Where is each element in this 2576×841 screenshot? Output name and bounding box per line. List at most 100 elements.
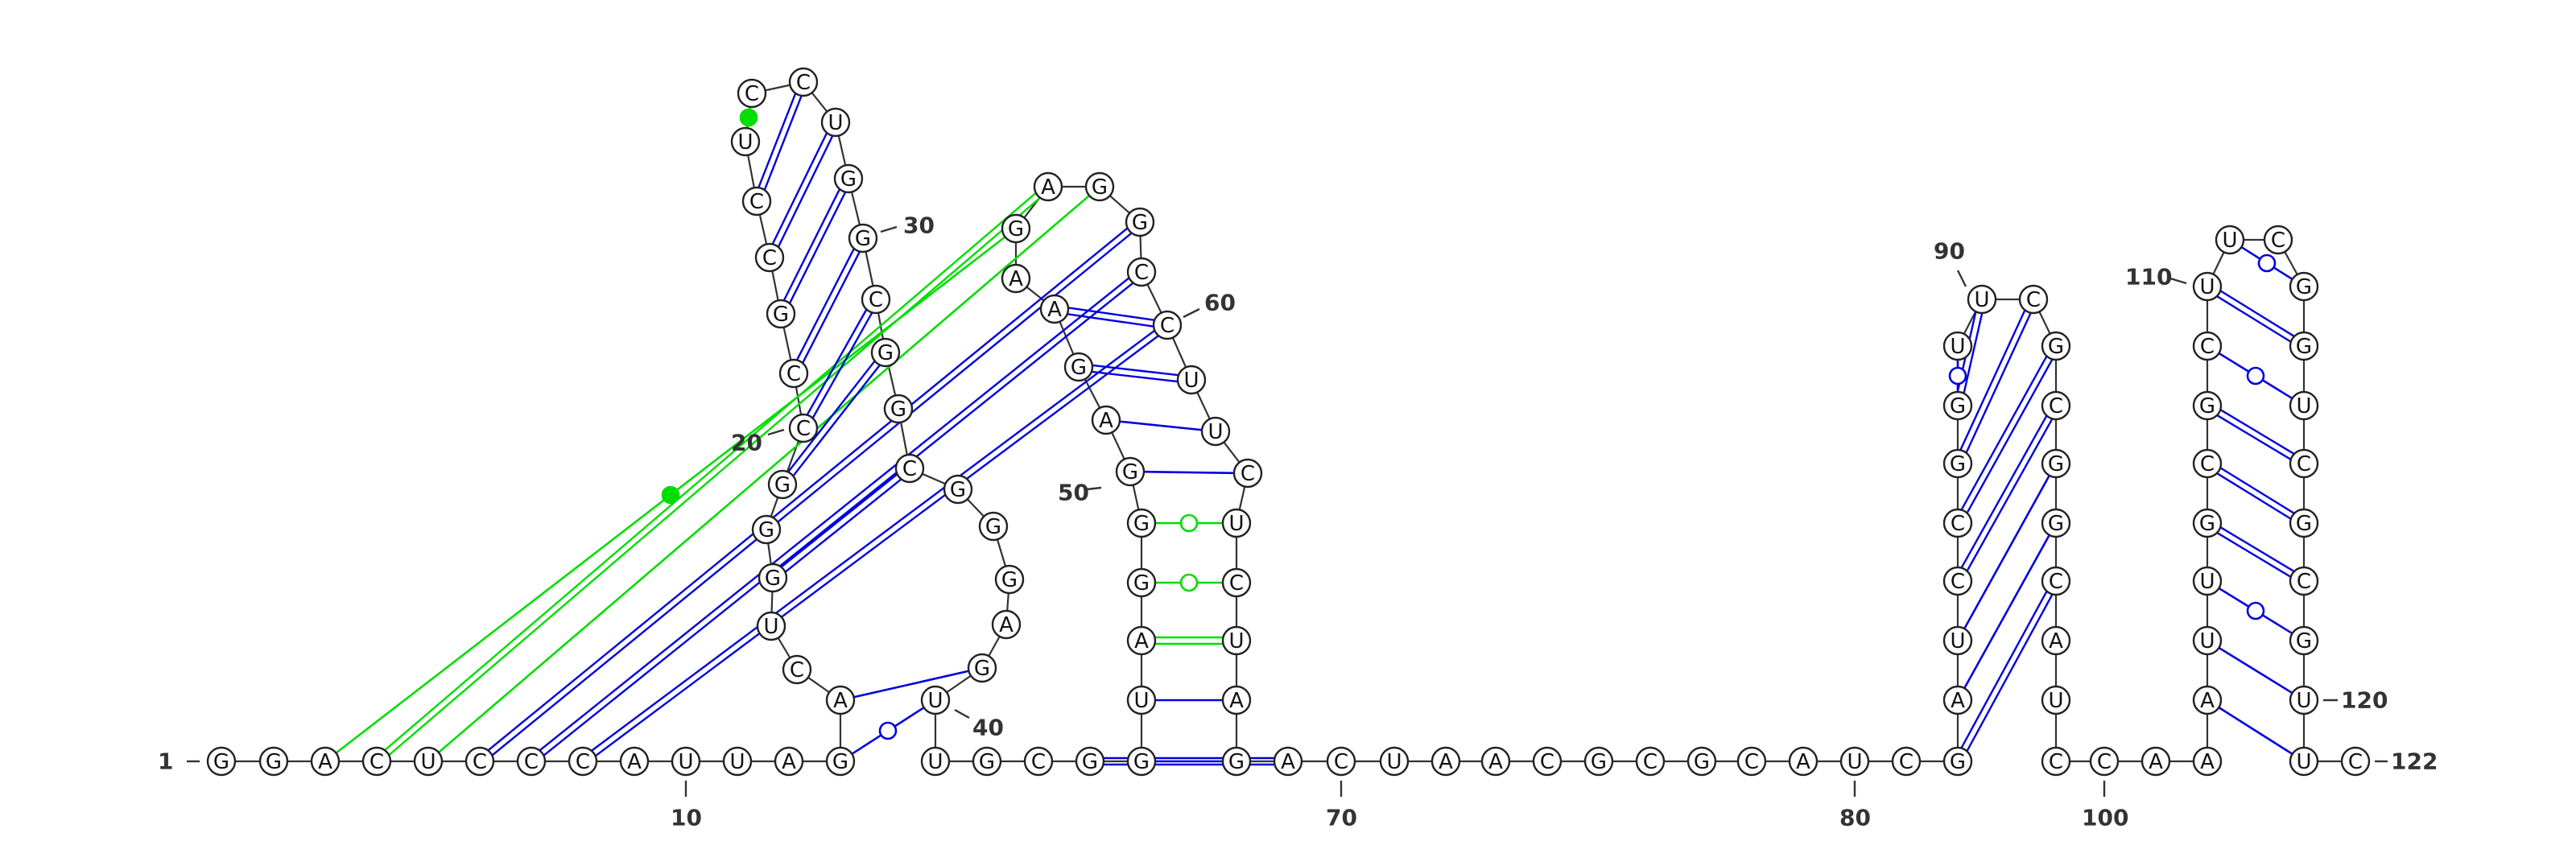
nucleotide-circle: [1839, 746, 1870, 777]
nucleotide-base-label: G: [1132, 211, 1148, 235]
nucleotide-circle: [2192, 508, 2223, 538]
nucleotide-84: U: [1942, 625, 1973, 656]
nucleotide-circle: [1635, 746, 1666, 777]
nucleotide-circle: [310, 746, 341, 777]
nucleotide-base-label: G: [2048, 452, 2064, 476]
nucleotide-circle: [894, 453, 925, 484]
nucleotide-base-label: A: [1281, 750, 1295, 774]
nucleotide-base-label: C: [2049, 570, 2063, 594]
nucleotide-circle: [848, 223, 878, 254]
nucleotide-circle: [782, 654, 812, 685]
pair-marker-open: [878, 721, 898, 740]
nucleotide-circle: [870, 337, 901, 368]
base-pair-108-116: [2220, 409, 2295, 455]
nucleotide-79: A: [1788, 746, 1818, 777]
nucleotide-68: G: [1221, 746, 1252, 777]
base-pair-86-92: [1960, 356, 2048, 510]
nucleotide-base-label: G: [832, 750, 848, 774]
nucleotide-circle: [2192, 448, 2223, 479]
base-pair-85-93: [1960, 415, 2048, 568]
nucleotide-circle: [991, 609, 1022, 640]
nucleotide-16: U: [756, 611, 786, 641]
base-pair-6-58: [487, 227, 1129, 752]
tick-90: [1956, 270, 1967, 287]
nucleotide-83: A: [1942, 685, 1973, 715]
nucleotide-38: A: [991, 609, 1022, 640]
nucleotide-base-label: G: [2048, 335, 2064, 359]
nucleotide-circle: [2289, 566, 2319, 596]
nucleotide-117: G: [2289, 508, 2319, 538]
nucleotide-base-label: C: [2200, 452, 2215, 476]
nucleotide-base-label: G: [1082, 750, 1098, 774]
nucleotide-circle: [2192, 331, 2223, 361]
nucleotide-circle: [2041, 390, 2071, 421]
nucleotide-base-label: U: [420, 750, 436, 774]
nucleotide-circle: [2041, 685, 2071, 715]
base-pair-20-31: [806, 309, 868, 415]
nucleotide-57: G: [1084, 171, 1115, 202]
nucleotide-circle: [1126, 567, 1157, 598]
nucleotide-80: U: [1839, 746, 1870, 777]
nucleotide-40: U: [920, 685, 951, 715]
nucleotide-base-label: G: [2296, 275, 2312, 299]
nucleotide-52: G: [1063, 352, 1094, 382]
nucleotide-base-label: C: [2049, 750, 2063, 774]
label-position-70: 70: [1326, 805, 1357, 831]
nucleotide-6: C: [464, 746, 495, 777]
nucleotide-base-label: C: [1160, 314, 1174, 338]
nucleotide-base-label: U: [1950, 335, 1965, 359]
nucleotide-circle: [1001, 263, 1031, 294]
nucleotide-20: C: [788, 413, 819, 443]
base-pair-8-60: [591, 330, 1155, 752]
tick-30: [880, 225, 898, 233]
nucleotide-circle: [825, 746, 856, 777]
base-pair-87-91: [1965, 312, 2032, 453]
nucleotide-circle: [1942, 390, 1973, 421]
nucleotide-circle: [943, 474, 973, 505]
nucleotide-circle: [2289, 685, 2319, 715]
nucleotide-circle: [2192, 566, 2223, 596]
base-pair-83-95: [1963, 534, 2050, 689]
nucleotide-circle: [2041, 331, 2071, 361]
nucleotide-circle: [1075, 746, 1105, 777]
base-pair-53-60: [1067, 313, 1154, 328]
nucleotide-74: C: [1532, 746, 1563, 777]
nucleotide-59: C: [1126, 257, 1157, 287]
nucleotide-22: G: [766, 299, 796, 329]
nucleotide-circle: [758, 563, 788, 593]
nucleotide-base-label: C: [576, 750, 590, 774]
nucleotide-78: C: [1736, 746, 1767, 777]
label-position-120: 120: [2341, 687, 2388, 714]
nucleotide-base-label: C: [1334, 750, 1348, 774]
pair-marker-open: [2246, 601, 2265, 620]
nucleotide-base-label: U: [2048, 689, 2063, 713]
nucleotide-circle: [2089, 746, 2120, 777]
nucleotide-circle: [1091, 405, 1121, 435]
nucleotide-49: G: [1126, 508, 1157, 538]
nucleotide-circle: [568, 746, 598, 777]
nucleotide-circle: [1379, 746, 1410, 777]
nucleotide-82: G: [1942, 746, 1973, 777]
nucleotide-119: G: [2289, 625, 2319, 656]
nucleotide-circle: [1125, 207, 1155, 237]
nucleotide-107: C: [2192, 448, 2223, 479]
nucleotide-base-label: G: [1133, 750, 1150, 774]
nucleotide-circle: [2289, 448, 2319, 479]
nucleotide-base-label: C: [2271, 229, 2285, 253]
nucleotide-circle: [1001, 213, 1031, 244]
label-position-50: 50: [1058, 480, 1089, 506]
nucleotide-3: A: [310, 746, 341, 777]
nucleotide-66: U: [1221, 625, 1252, 656]
base-pair-84-94: [1963, 475, 2050, 629]
nucleotide-base-label: C: [1229, 571, 1244, 596]
nucleotide-114: G: [2289, 331, 2319, 361]
nucleotide-35: G: [943, 474, 973, 505]
nucleotide-circle: [1126, 625, 1157, 656]
base-pair-50-63: [1143, 470, 1235, 475]
nucleotide-base-label: A: [2149, 750, 2163, 774]
nucleotide-73: A: [1480, 746, 1511, 777]
nucleotide-circle: [967, 653, 997, 683]
nucleotide-94: G: [2041, 448, 2071, 479]
nucleotide-base-label: C: [1540, 750, 1554, 774]
nucleotide-base-label: C: [369, 750, 384, 774]
